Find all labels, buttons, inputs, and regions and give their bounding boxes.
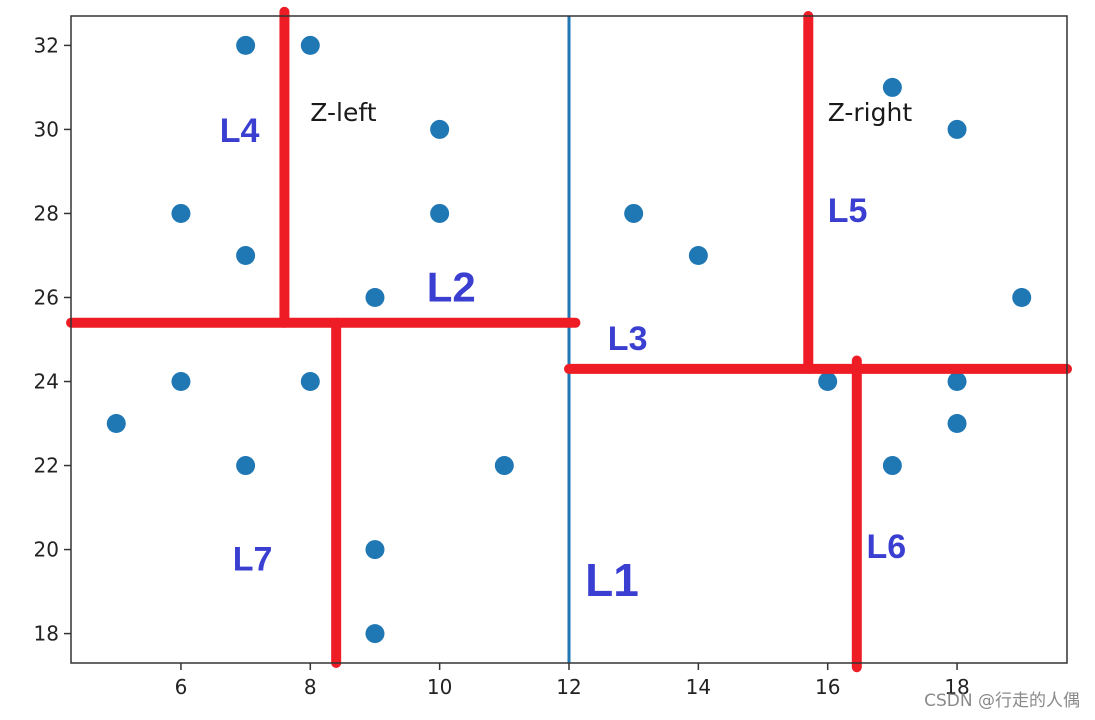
segment-label: L1: [585, 554, 639, 606]
watermark-text: CSDN @行走的人偶: [924, 691, 1080, 711]
data-point: [171, 372, 191, 392]
segment-label: L3: [608, 320, 648, 358]
data-point: [624, 203, 644, 223]
data-point: [430, 119, 450, 139]
annotations: Z-left Z-right: [310, 98, 912, 127]
data-point: [882, 456, 902, 476]
data-point: [365, 540, 385, 560]
data-point: [1012, 287, 1032, 307]
segment-label: L4: [220, 112, 260, 150]
x-tick-label: 10: [427, 675, 452, 699]
x-tick-label: 12: [556, 675, 581, 699]
x-tick-label: 6: [175, 675, 188, 699]
y-tick-label: 32: [34, 33, 59, 57]
segment-labels: L1 L2 L3 L4 L5 L6 L7: [220, 112, 906, 606]
data-point: [818, 372, 838, 392]
partition-lines: [66, 6, 1072, 673]
data-point: [236, 456, 256, 476]
data-point: [365, 287, 385, 307]
plot-frame: [70, 15, 1068, 664]
segment-label: L5: [828, 192, 868, 230]
x-tick-label: 18: [944, 675, 969, 699]
data-point: [106, 414, 126, 434]
data-point: [688, 245, 708, 265]
annotation-text: Z-right: [828, 98, 913, 127]
data-point: [947, 119, 967, 139]
data-point: [882, 77, 902, 97]
data-point: [947, 414, 967, 434]
data-point: [947, 372, 967, 392]
data-point: [171, 203, 191, 223]
data-point: [236, 245, 256, 265]
annotation-text: Z-left: [310, 98, 376, 127]
x-tick-label: 14: [686, 675, 711, 699]
y-tick-label: 30: [34, 117, 59, 141]
data-points: [106, 35, 1032, 644]
y-tick-label: 28: [34, 201, 59, 225]
x-tick-label: 8: [304, 675, 317, 699]
data-point: [300, 35, 320, 55]
data-point: [300, 372, 320, 392]
segment-label: L7: [233, 541, 273, 579]
y-tick-label: 22: [34, 454, 59, 478]
y-tick-label: 20: [34, 538, 59, 562]
data-point: [236, 35, 256, 55]
data-point: [365, 624, 385, 644]
y-tick-label: 24: [34, 370, 59, 394]
x-tick-label: 16: [815, 675, 840, 699]
segment-label: L2: [427, 264, 476, 311]
y-tick-label: 26: [34, 285, 59, 309]
data-point: [494, 456, 514, 476]
data-point: [430, 203, 450, 223]
segment-label: L6: [867, 528, 907, 566]
axis-ticks: 6 8 10 12 14 16 18 18 20 22 24 26 28 30 32: [34, 33, 970, 699]
y-tick-label: 18: [34, 622, 59, 646]
